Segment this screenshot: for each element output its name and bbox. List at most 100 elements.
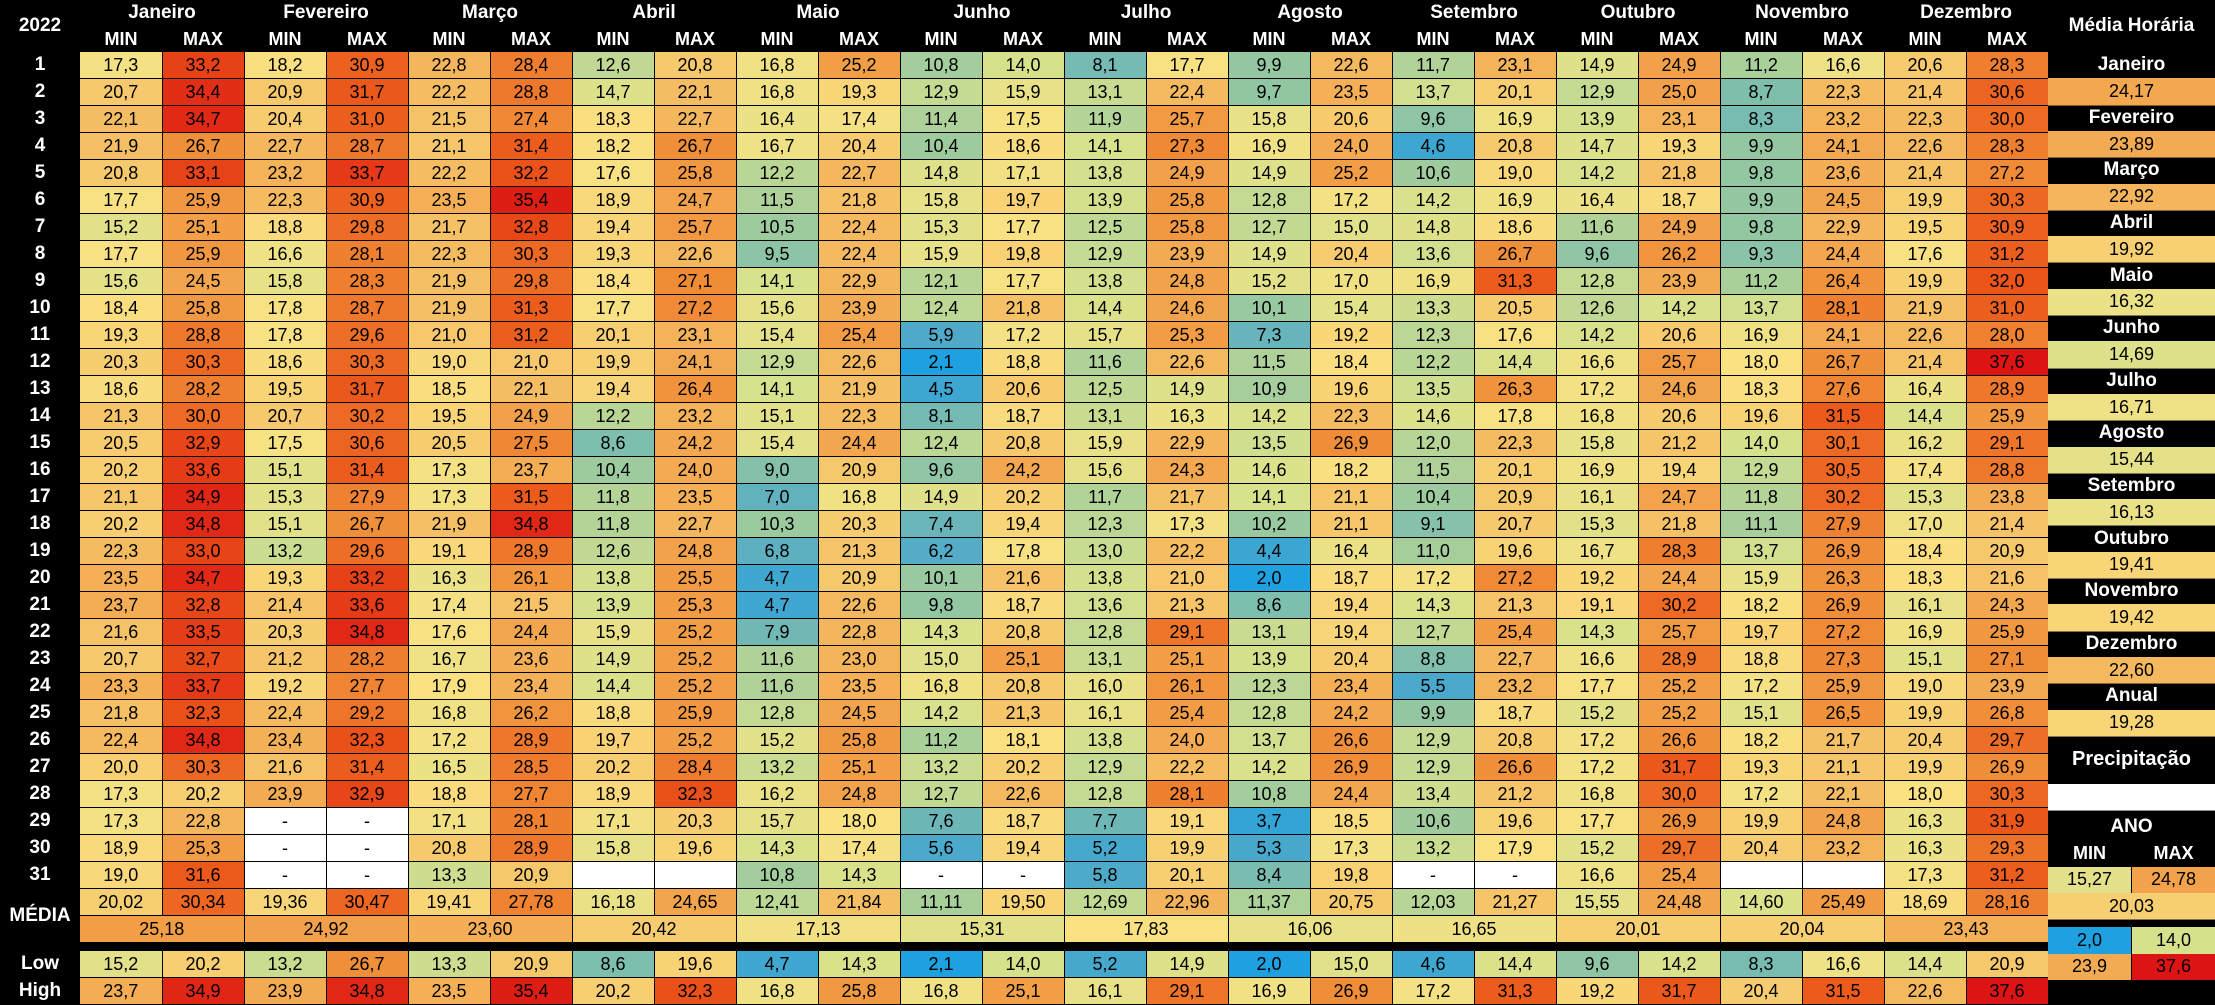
min-temp-cell: 14,2 [1556, 321, 1639, 349]
max-temp-cell: 25,0 [1638, 78, 1721, 106]
min-temp-cell: 19,1 [1556, 591, 1639, 619]
max-temp-cell: 23,5 [818, 672, 901, 700]
max-temp-cell: 28,9 [490, 537, 573, 565]
side-month-label: Setembro [2087, 474, 2176, 496]
min-temp-cell: 10,8 [900, 52, 983, 79]
max-temp-cell: 34,7 [162, 564, 245, 592]
max-temp-cell: 33,5 [162, 618, 245, 646]
min-temp-cell: 21,3 [80, 402, 163, 430]
min-temp-cell: 20,3 [244, 618, 327, 646]
min-temp-cell: 12,3 [1064, 510, 1147, 538]
day-number: 23 [0, 645, 80, 673]
min-temp-cell: 7,3 [1228, 321, 1311, 349]
max-temp-cell: 25,8 [654, 159, 737, 187]
max-temp-cell: 22,1 [490, 375, 573, 403]
max-temp-cell: 20,9 [818, 456, 901, 484]
min-temp-cell: 18,0 [1720, 348, 1803, 376]
ano-max-header: MAX [2153, 843, 2194, 864]
min-temp-cell: 10,4 [1392, 483, 1475, 511]
min-temp-cell: 18,9 [572, 186, 655, 214]
max-temp-cell: 17,4 [818, 834, 901, 862]
max-temp-cell: 25,3 [1146, 321, 1229, 349]
side-month-value: 16,13 [2048, 499, 2215, 527]
day-number: 30 [0, 834, 80, 862]
max-header: MAX [1638, 26, 1721, 52]
max-header: MAX [326, 26, 409, 52]
min-temp-cell: 16,1 [1556, 483, 1639, 511]
max-temp-cell: 30,3 [162, 753, 245, 781]
day-row: 4 21,9 26,7 22,7 28,7 21,1 31,4 18,2 26,7 16,7 20,… [0, 132, 2049, 160]
max-temp-cell: 29,3 [1966, 834, 2049, 862]
min-temp-cell: 12,3 [1228, 672, 1311, 700]
max-temp-cell: 20,9 [1474, 483, 1557, 511]
min-temp-cell: 5,2 [1064, 834, 1147, 862]
side-month-label: Janeiro [2097, 54, 2166, 76]
max-temp-cell: 20,8 [1474, 726, 1557, 754]
max-temp-cell: 21,3 [1146, 591, 1229, 619]
min-header: MIN [572, 26, 655, 52]
max-temp-cell: 20,8 [982, 429, 1065, 457]
media-max-cell: 22,96 [1146, 888, 1229, 916]
max-temp-cell: 23,9 [1966, 672, 2049, 700]
min-temp-cell: 18,8 [408, 780, 491, 808]
min-temp-cell: 18,6 [244, 348, 327, 376]
side-month-label: Abril [2109, 211, 2154, 233]
min-temp-cell: 15,3 [244, 483, 327, 511]
month-header: Fevereiro [244, 0, 409, 26]
min-header: MIN [80, 26, 162, 52]
max-temp-cell: 17,8 [1474, 402, 1557, 430]
max-temp-cell: 23,4 [490, 672, 573, 700]
max-temp-cell: - [982, 861, 1065, 889]
min-temp-cell: 15,4 [736, 321, 819, 349]
min-temp-cell: 20,3 [80, 348, 163, 376]
max-temp-cell: 34,4 [162, 78, 245, 106]
max-temp-cell: 31,6 [162, 861, 245, 889]
min-temp-cell: 15,1 [1884, 645, 1967, 673]
min-temp-cell: 17,6 [1884, 240, 1967, 268]
high-min-cell: 20,4 [1720, 977, 1803, 1005]
min-temp-cell: 8,7 [1720, 78, 1803, 106]
max-temp-cell: 25,1 [1146, 645, 1229, 673]
max-temp-cell: 25,1 [818, 753, 901, 781]
max-temp-cell: 25,7 [1146, 105, 1229, 133]
low-min-cell: 5,2 [1064, 951, 1147, 978]
max-temp-cell: 20,8 [654, 52, 737, 79]
min-temp-cell: 11,8 [572, 483, 655, 511]
max-temp-cell: 22,3 [1310, 402, 1393, 430]
min-temp-cell: 18,5 [408, 375, 491, 403]
min-temp-cell: 11,2 [900, 726, 983, 754]
low-max-cell: 14,3 [818, 951, 901, 978]
minmax-header-row: MIN MAX MIN MAX MIN MAX MIN MAX MIN MAX MIN MAX MIN M… [0, 26, 2049, 52]
min-temp-cell: 21,7 [408, 213, 491, 241]
max-temp-cell: 28,7 [326, 132, 409, 160]
max-temp-cell: 17,2 [1310, 186, 1393, 214]
max-temp-cell: 28,2 [162, 375, 245, 403]
max-temp-cell: 25,7 [1638, 618, 1721, 646]
min-temp-cell: 14,2 [1392, 186, 1475, 214]
media-min-cell: 12,41 [736, 888, 819, 916]
max-temp-cell: 22,9 [1802, 213, 1885, 241]
max-temp-cell: - [1474, 861, 1557, 889]
max-temp-cell: 30,3 [490, 240, 573, 268]
max-temp-cell: 31,7 [326, 78, 409, 106]
max-temp-cell: 25,5 [654, 564, 737, 592]
max-temp-cell: 25,8 [162, 294, 245, 322]
min-temp-cell: 12,5 [1064, 213, 1147, 241]
max-temp-cell: 31,4 [490, 132, 573, 160]
max-temp-cell: 34,8 [490, 510, 573, 538]
max-temp-cell: 29,6 [326, 537, 409, 565]
high-max-cell: 32,3 [654, 977, 737, 1005]
max-temp-cell: 26,5 [1802, 699, 1885, 727]
precip-value [2048, 783, 2215, 812]
max-header: MAX [654, 26, 737, 52]
min-temp-cell: 21,9 [80, 132, 163, 160]
low-max-cell: 26,7 [326, 951, 409, 978]
max-temp-cell: 25,1 [162, 213, 245, 241]
max-temp-cell: 19,7 [982, 186, 1065, 214]
min-temp-cell: 15,6 [80, 267, 163, 295]
min-temp-cell: 9,9 [1720, 132, 1803, 160]
media-avg-cell: 20,04 [1720, 915, 1885, 943]
max-temp-cell: 23,2 [1802, 105, 1885, 133]
min-temp-cell: 20,9 [244, 78, 327, 106]
min-temp-cell: 2,1 [900, 348, 983, 376]
